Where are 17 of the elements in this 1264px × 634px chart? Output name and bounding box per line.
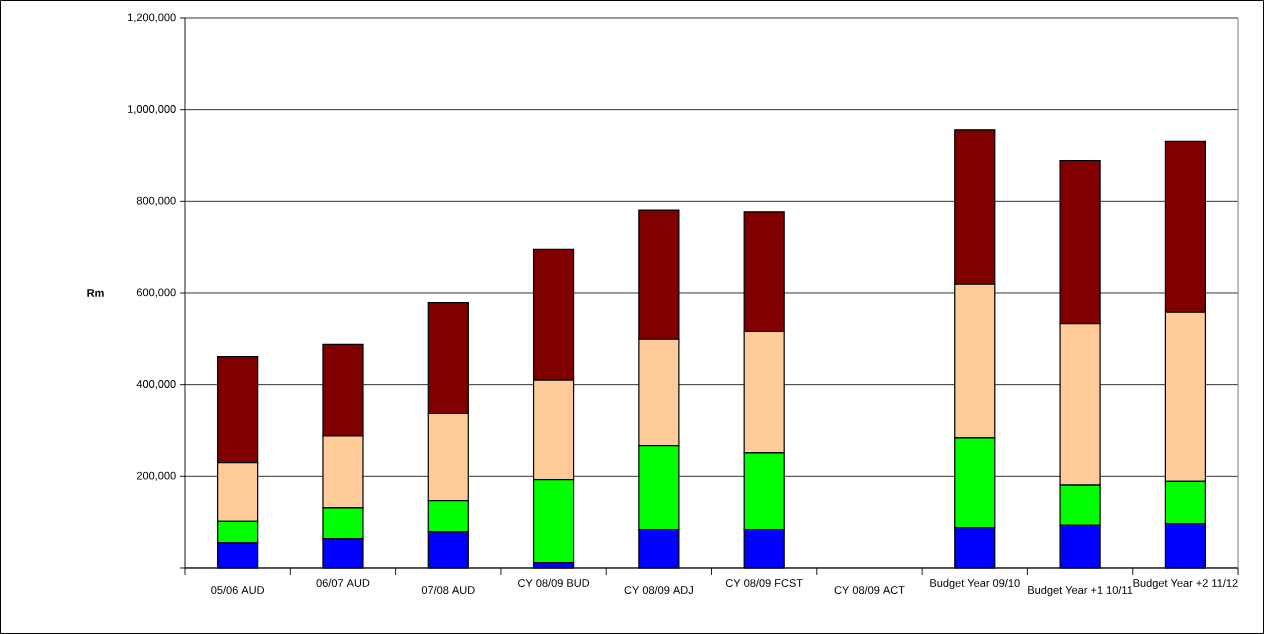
x-tick-label: Budget Year +2 11/12	[1133, 578, 1238, 590]
x-tick-label: CY 08/09 BUD	[518, 578, 590, 587]
x-tick-label: CY 08/09 ACT	[834, 585, 905, 594]
x-tick-label: 06/07 AUD	[316, 578, 370, 587]
x-tick-label: CY 08/09 FCST	[725, 578, 803, 587]
y-tick-label: 800,000	[136, 196, 176, 206]
x-tick-label: 05/06 AUD	[211, 585, 265, 594]
y-tick-label: 1,200,000	[128, 13, 176, 23]
x-tick-label: 07/08 AUD	[421, 585, 475, 594]
x-tick-label: Budget Year +1 10/11	[1028, 585, 1133, 597]
x-tick-label: Budget Year 09/10	[930, 578, 1020, 590]
y-tick-label: 600,000	[136, 288, 176, 298]
y-tick-label: 400,000	[136, 380, 176, 390]
y-tick-label: 200,000	[136, 471, 176, 481]
y-axis-title: Rm	[87, 289, 104, 297]
x-tick-label: CY 08/09 ADJ	[624, 585, 693, 594]
y-tick-label: 1,000,000	[128, 105, 176, 115]
